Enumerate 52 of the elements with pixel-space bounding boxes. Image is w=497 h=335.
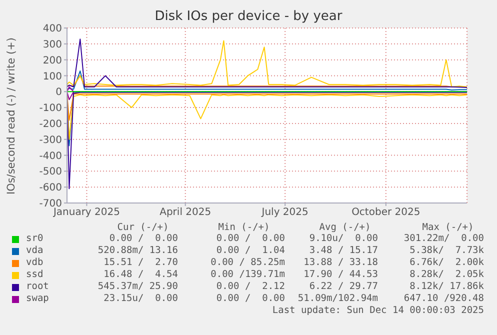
- text: 3.48 / 15.17: [309, 245, 378, 256]
- text: 0.00 / 85.25m: [210, 257, 285, 268]
- text: 8.28k/ 2.05k: [410, 269, 484, 280]
- legend-label: vda: [26, 245, 44, 256]
- y-tick-label: -300: [39, 134, 62, 146]
- text: Min (-/+): [217, 222, 271, 233]
- y-tick-label: 400: [42, 24, 62, 35]
- y-tick-label: -200: [39, 119, 62, 130]
- y-tick-label: -600: [39, 182, 62, 194]
- text: 8.12k/ 17.86k: [410, 281, 484, 292]
- text: 0.00 / 1.04: [216, 245, 285, 256]
- y-tick-label: 0: [56, 87, 62, 98]
- x-tick-label: January 2025: [52, 207, 120, 218]
- text: 15.51 / 2.70: [102, 257, 178, 268]
- text: 647.10 /920.48: [404, 293, 484, 304]
- legend-label: sr0: [26, 233, 44, 244]
- text: 5.38k/ 7.73k: [410, 245, 484, 256]
- text: 6.76k/ 2.00k: [410, 257, 484, 268]
- text: 6.22 / 29.77: [309, 281, 378, 292]
- text: 520.88m/ 13.16: [96, 245, 178, 256]
- text: Max (-/+): [421, 222, 475, 233]
- y-tick-label: -100: [39, 103, 62, 114]
- legend-label: swap: [26, 293, 49, 304]
- text: 9.10u/ 0.00: [309, 233, 378, 244]
- x-tick-label: July 2025: [260, 207, 308, 218]
- chart-title: Disk IOs per device - by year: [154, 9, 344, 24]
- text: Last update: Sun Dec 14 00:00:03 2025: [271, 305, 484, 316]
- y-tick-label: 100: [42, 71, 62, 82]
- text: 0.00 / 0.00: [216, 233, 285, 244]
- y-tick-label: 300: [42, 39, 62, 50]
- legend-label: ssd: [26, 269, 44, 280]
- text: 17.90 / 44.53: [304, 269, 378, 280]
- legend-label: vdb: [26, 257, 44, 268]
- text: 23.15u/ 0.00: [102, 293, 178, 304]
- text: 51.09m/102.94m: [298, 293, 378, 304]
- text: 301.22m/ 0.00: [404, 233, 484, 244]
- y-tick-label: -500: [39, 166, 62, 178]
- text: Cur (-/+): [116, 222, 170, 233]
- text: 545.37m/ 25.90: [96, 281, 178, 292]
- y-axis-title: IOs/second read (-) / write (+): [6, 36, 18, 194]
- text: Avg (-/+): [318, 222, 372, 233]
- text: 0.00 / 0.00: [108, 233, 178, 244]
- y-tick-label: 200: [42, 55, 62, 66]
- text: 13.88 / 33.18: [304, 257, 378, 268]
- text: 0.00 / 0.00: [216, 293, 285, 304]
- text: 0.00 /139.71m: [210, 269, 285, 280]
- text: 0.00 / 2.12: [216, 281, 285, 292]
- x-tick-label: April 2025: [160, 207, 212, 218]
- text: 16.48 / 4.54: [102, 269, 178, 280]
- legend-label: root: [26, 281, 49, 292]
- x-tick-label: October 2025: [352, 207, 420, 218]
- y-tick-label: -400: [39, 150, 62, 162]
